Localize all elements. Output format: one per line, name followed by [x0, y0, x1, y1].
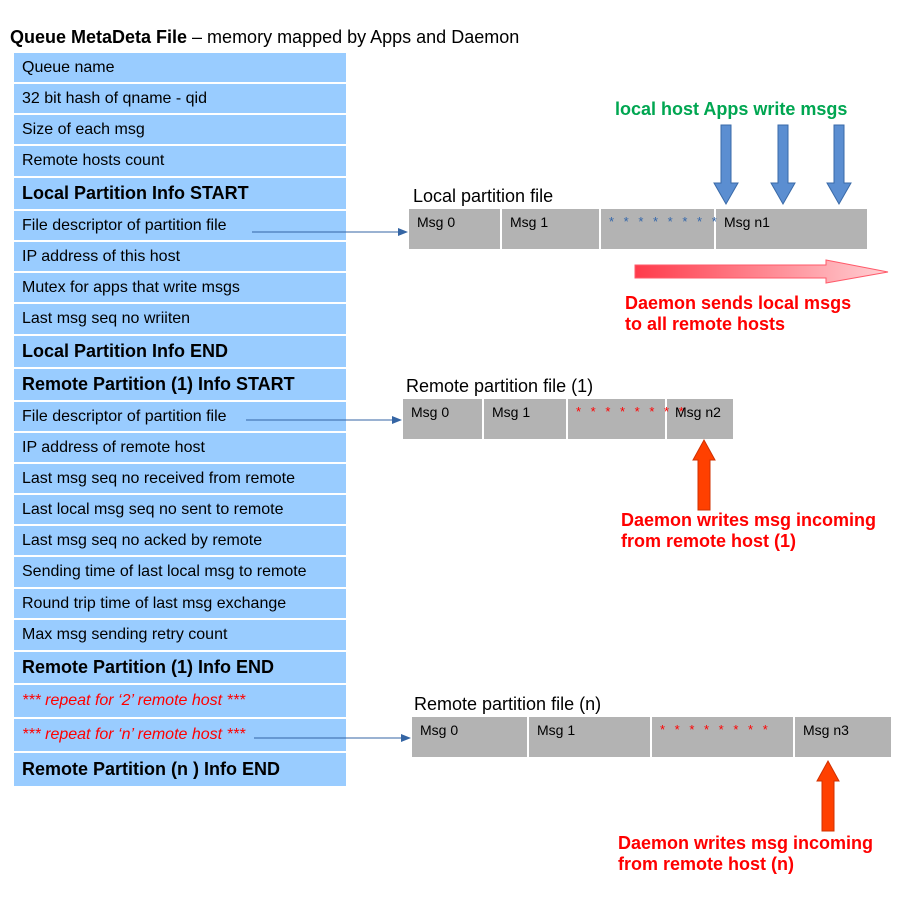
up-arrow-remote1-icon [692, 438, 716, 511]
meta-row: *** repeat for ‘2’ remote host *** [14, 685, 346, 719]
remoten-cell-ellipsis: * * * * * * * * [652, 717, 795, 757]
down-arrow-1-icon [713, 124, 739, 206]
meta-row: Last msg seq no received from remote [14, 464, 346, 495]
title-bold: Queue MetaDeta File [10, 27, 188, 47]
diagram-title: Queue MetaDeta File – memory mapped by A… [10, 27, 519, 48]
local-file-title: Local partition file [413, 186, 554, 206]
remoten-cell-0: Msg 0 [412, 717, 529, 757]
meta-row: Remote Partition (n ) Info END [22, 759, 280, 779]
remote1-cell-0: Msg 0 [403, 399, 484, 439]
local-partition-file: Msg 0 Msg 1 * * * * * * * * Msg n1 [409, 209, 867, 249]
meta-row: Max msg sending retry count [14, 620, 346, 652]
remote1-cell-1: Msg 1 [484, 399, 568, 439]
daemon-sends-arrow-icon [634, 259, 889, 284]
meta-row: Queue name [14, 53, 346, 84]
meta-row: File descriptor of partition file [14, 211, 346, 242]
remote-partition-file-n: Msg 0 Msg 1 * * * * * * * * Msg n3 [412, 717, 891, 757]
meta-row: Mutex for apps that write msgs [14, 273, 346, 304]
remote-partition-file-1: Msg 0 Msg 1 * * * * * * * * Msg n2 [403, 399, 733, 439]
meta-row: IP address of this host [14, 242, 346, 273]
remote1-cell-ellipsis: * * * * * * * * [568, 399, 684, 439]
meta-row: Last msg seq no acked by remote [14, 526, 346, 557]
remote1-cell-n2: Msg n2 [675, 404, 721, 420]
daemon-sends-note-line1: Daemon sends local msgs [625, 293, 852, 313]
local-cell-ellipsis: * * * * * * * * [601, 209, 717, 249]
remote-file-n-title: Remote partition file (n) [414, 694, 602, 714]
up-arrow-remoten-icon [816, 759, 840, 832]
remoten-cell-1: Msg 1 [529, 717, 652, 757]
daemon-writes-1-note-line2: from remote host (1) [621, 531, 797, 551]
daemon-writes-1-note-line1: Daemon writes msg incoming [621, 510, 877, 530]
meta-row: 32 bit hash of qname - qid [14, 84, 346, 115]
down-arrow-2-icon [770, 124, 796, 206]
remote-file-1-title: Remote partition file (1) [406, 376, 594, 396]
down-arrow-3-icon [826, 124, 852, 206]
daemon-sends-note-line2: to all remote hosts [625, 314, 786, 334]
meta-row: Sending time of last local msg to remote [14, 557, 346, 589]
metadata-table: Queue name 32 bit hash of qname - qid Size… [14, 53, 346, 786]
daemon-writes-n-note-line2: from remote host (n) [618, 854, 795, 874]
apps-write-note: local host Apps write msgs [615, 99, 848, 119]
meta-row: IP address of remote host [14, 433, 346, 464]
daemon-writes-n-note-line1: Daemon writes msg incoming [618, 833, 874, 853]
local-cell-1: Msg 1 [502, 209, 601, 249]
remoten-cell-n3: Msg n3 [803, 722, 849, 738]
meta-row: Round trip time of last msg exchange [14, 589, 346, 620]
meta-row: Remote Partition (1) Info START [14, 369, 346, 402]
local-cell-n1: Msg n1 [724, 214, 770, 230]
meta-row: *** repeat for ‘n’ remote host *** [14, 719, 346, 753]
meta-row: Last msg seq no wriiten [14, 304, 346, 336]
local-cell-0: Msg 0 [409, 209, 502, 249]
meta-row: Remote Partition (1) Info END [14, 652, 346, 685]
meta-row: File descriptor of partition file [14, 402, 346, 433]
meta-row: Local Partition Info END [14, 336, 346, 369]
meta-row: Last local msg seq no sent to remote [14, 495, 346, 526]
meta-row: Size of each msg [14, 115, 346, 146]
meta-row: Local Partition Info START [14, 178, 346, 211]
meta-row: Remote hosts count [14, 146, 346, 178]
apps-write-arrows [713, 124, 852, 206]
title-rest: – memory mapped by Apps and Daemon [187, 27, 520, 47]
